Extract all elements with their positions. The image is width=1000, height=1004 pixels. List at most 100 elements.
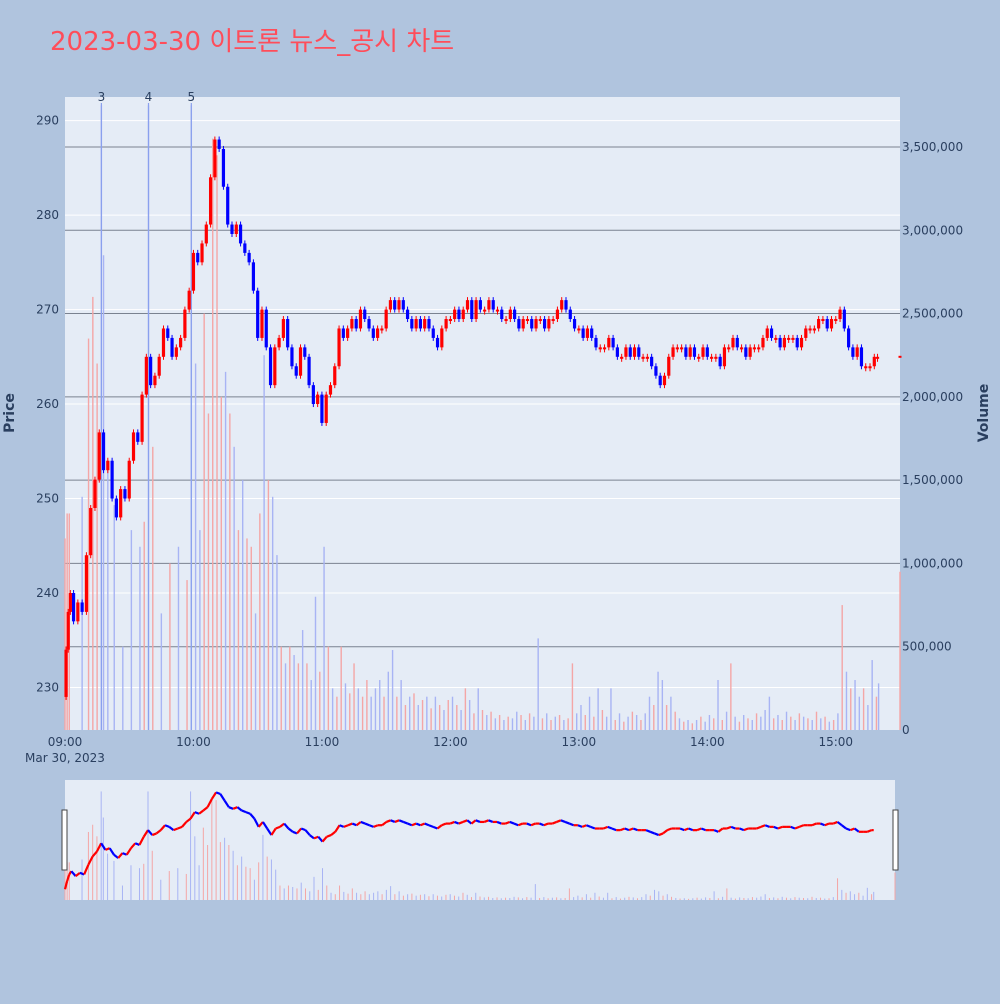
slider-price-segment: [355, 821, 362, 827]
slider-volume-bar: [428, 896, 430, 900]
volume-bar: [743, 715, 745, 730]
slider-volume-bar: [871, 894, 873, 900]
time-tick-label: 13:00: [562, 735, 597, 749]
volume-axis-title: Volume: [976, 384, 992, 443]
candle-body: [204, 224, 208, 244]
slider-volume-bar: [449, 894, 451, 900]
slider-volume-bar: [594, 892, 596, 900]
chart-title: 2023-03-30 이트론 뉴스_공시 차트: [50, 27, 454, 57]
candle-body: [208, 177, 213, 225]
range-slider[interactable]: [65, 780, 895, 900]
candle-body: [93, 479, 97, 508]
slider-price-segment: [138, 836, 145, 846]
candle-body: [397, 300, 401, 310]
volume-bar: [811, 720, 813, 730]
volume-bar: [96, 363, 98, 730]
slider-volume-bar: [645, 894, 647, 900]
slider-price-segment: [245, 811, 251, 815]
slider-volume-bar: [522, 898, 524, 900]
slider-volume-bar: [564, 897, 566, 900]
time-tick-label: 12:00: [433, 735, 468, 749]
slider-volume-bar: [470, 897, 472, 900]
price-tick-label: 280: [36, 208, 59, 222]
candle-body: [298, 347, 303, 376]
candle-body: [654, 366, 658, 376]
volume-bar: [293, 655, 295, 730]
slider-price-segment: [347, 822, 353, 827]
slider-price-segment: [390, 819, 396, 823]
volume-bar: [357, 688, 360, 730]
volume-bar: [507, 716, 509, 730]
candle-body: [119, 489, 123, 518]
candle-body: [504, 319, 508, 322]
volume-bar: [631, 711, 634, 730]
slider-price-segment: [108, 847, 115, 856]
slider-volume-bar: [773, 897, 775, 900]
volume-bar: [366, 680, 368, 730]
range-slider-left-handle[interactable]: [61, 809, 68, 871]
candle-body: [812, 328, 816, 331]
candle-body: [581, 328, 585, 338]
candle-body: [868, 366, 872, 369]
slider-volume-bar: [207, 845, 209, 900]
candle-body: [778, 337, 782, 348]
slider-volume-bar: [781, 896, 783, 900]
slider-volume-bar: [347, 893, 349, 900]
slider-price-segment: [373, 824, 379, 828]
candle-body: [136, 432, 140, 442]
candle-body: [320, 394, 324, 423]
candle-body: [375, 328, 380, 338]
slider-price-segment: [564, 820, 570, 825]
candle-body: [453, 309, 457, 320]
volume-bar: [212, 138, 214, 731]
price-tick-label: 230: [36, 680, 59, 694]
slider-price-segment: [283, 822, 290, 830]
candle-body: [538, 319, 542, 322]
slider-volume-bar: [815, 897, 817, 900]
volume-bar: [648, 696, 651, 730]
slider-price-segment: [236, 806, 243, 812]
candle-body: [757, 347, 761, 350]
volume-bar: [224, 371, 227, 730]
slider-price-segment: [505, 820, 511, 825]
range-slider-right-handle[interactable]: [892, 809, 899, 871]
volume-bar: [460, 710, 462, 730]
volume-bar: [276, 555, 278, 730]
candle-body: [701, 347, 705, 357]
candle-body: [495, 309, 500, 312]
volume-bar: [160, 613, 163, 730]
volume-bar: [550, 720, 552, 730]
candle-body: [234, 224, 238, 234]
slider-price-segment: [91, 850, 98, 858]
slider-volume-bar: [292, 886, 294, 900]
main-plot-area[interactable]: [65, 97, 900, 730]
candle-body: [68, 593, 72, 612]
candle-body: [153, 375, 157, 386]
slider-volume-bar: [279, 885, 281, 900]
slider-volume-bar: [619, 898, 621, 900]
candle-body: [84, 555, 89, 612]
volume-bar: [558, 715, 561, 730]
volume-bar: [413, 693, 415, 730]
volume-bar: [229, 413, 231, 730]
candle-body: [393, 300, 397, 310]
volume-bar: [468, 700, 471, 730]
slider-price-segment: [517, 822, 523, 827]
candle-body: [842, 309, 846, 329]
candle-body: [585, 328, 590, 338]
volume-bar: [280, 646, 282, 730]
volume-bar: [614, 720, 616, 730]
candle-body: [799, 337, 804, 348]
volume-bar: [494, 718, 497, 730]
volume-bar: [297, 663, 300, 730]
slider-volume-bar: [466, 894, 468, 900]
candle-body: [431, 328, 435, 338]
slider-volume-bar: [107, 853, 109, 900]
slider-volume-bar: [751, 897, 753, 900]
volume-bar: [640, 720, 642, 730]
slider-price-segment: [194, 811, 200, 815]
candle-body: [179, 337, 183, 348]
volume-bar: [64, 538, 66, 730]
slider-volume-bar: [100, 791, 102, 900]
slider-volume-bar: [713, 891, 715, 900]
